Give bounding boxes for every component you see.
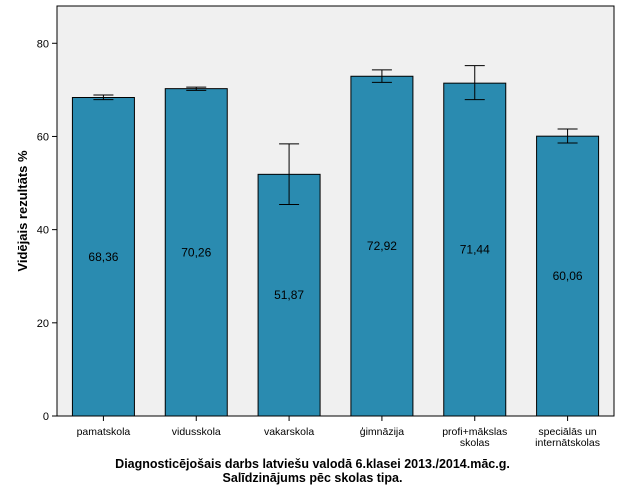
bar-2 <box>257 173 321 417</box>
error-bar-1 <box>186 86 207 91</box>
error-bar-0 <box>93 94 114 101</box>
data-label-4: 71,44 <box>460 243 490 257</box>
data-label-2: 51,87 <box>274 288 304 302</box>
category-label-5: speciālās un internātskolas <box>535 426 600 449</box>
category-label-line: speciālās un <box>538 426 597 438</box>
data-label-0: 68,36 <box>88 250 118 264</box>
category-label-0: pamatskola <box>77 426 131 438</box>
bars-group: 68,36 70,26 51,87 72,92 71,44 60,06 <box>71 65 600 417</box>
y-tick-label: 40 <box>37 225 49 237</box>
category-label-line: internātskolas <box>535 437 600 449</box>
bar-5 <box>536 135 600 417</box>
chart-caption-line-1: Diagnosticējošais darbs latviešu valodā … <box>115 457 510 471</box>
y-tick-label: 20 <box>37 318 49 330</box>
y-tick-label: 60 <box>37 131 49 143</box>
category-label-2: vakarskola <box>264 426 314 438</box>
category-label-line: skolas <box>460 437 490 449</box>
error-bar-2 <box>279 143 300 205</box>
data-label-3: 72,92 <box>367 239 397 253</box>
bar-3 <box>350 75 414 417</box>
category-label-line: pamatskola <box>77 426 131 438</box>
error-bar-5 <box>557 128 578 144</box>
plot-area <box>56 5 615 417</box>
category-label-4: profi+mākslas skolas <box>442 426 507 449</box>
error-bar-4 <box>464 65 485 101</box>
error-bar-3 <box>371 69 392 83</box>
y-axis-label: Vidējais rezultāts % <box>15 150 30 272</box>
category-label-line: ģimnāzija <box>360 425 405 438</box>
data-label-1: 70,26 <box>181 245 211 259</box>
y-axis: 0 20 40 60 80 <box>37 38 57 423</box>
category-label-line: profi+mākslas <box>442 426 507 438</box>
category-label-3: ģimnāzija <box>360 425 405 438</box>
chart-caption-line-2: Salīdzinājums pēc skolas tipa. <box>222 471 403 485</box>
data-label-5: 60,06 <box>553 269 583 283</box>
category-label-1: vidusskola <box>172 426 221 438</box>
bar-0 <box>71 97 135 417</box>
y-tick-label: 80 <box>37 38 49 50</box>
category-label-line: vidusskola <box>172 426 221 438</box>
x-axis: pamatskola vidusskola vakarskola ģimnāzija p… <box>77 416 600 449</box>
bar-1 <box>164 88 228 417</box>
bar-chart: 0 20 40 60 80 68,36 70,26 51,87 72,92 71,44 60,06… <box>15 5 615 449</box>
category-label-line: vakarskola <box>264 426 314 438</box>
y-tick-label: 0 <box>43 411 49 423</box>
